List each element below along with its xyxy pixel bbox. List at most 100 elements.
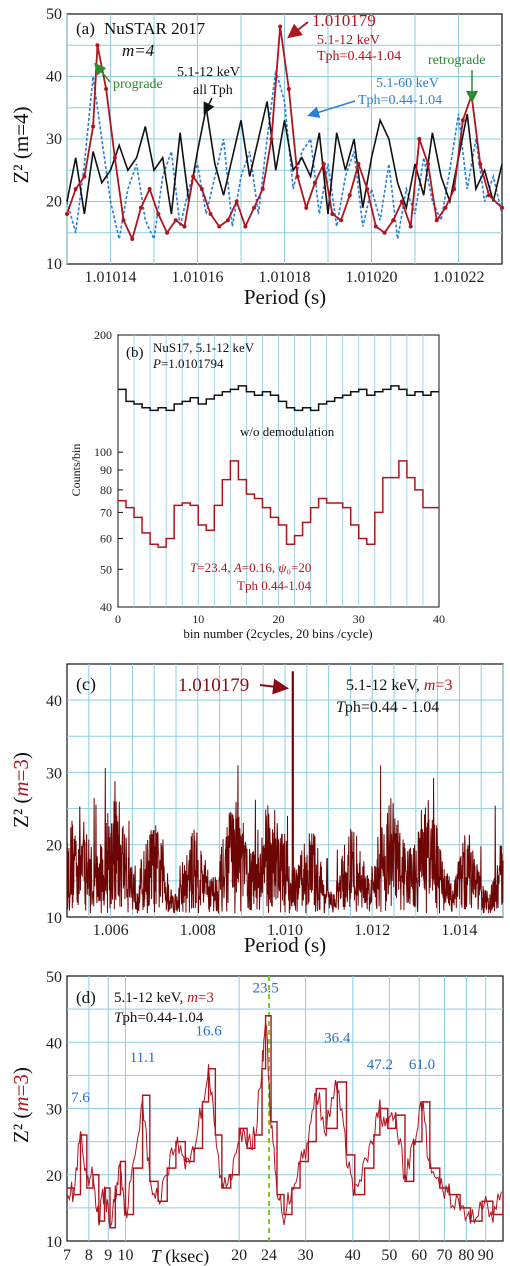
annotation-b-red-2: Tph 0.44-1.04 xyxy=(237,578,312,593)
panel-b-series xyxy=(118,385,439,548)
annotation-d-1: 5.1-12 keV, m=3 xyxy=(114,990,214,1006)
x-tick-label: 1.01014 xyxy=(85,269,137,286)
panel-c-label: (c) xyxy=(76,674,96,695)
panel-b-title: NuS17, 5.1-12 keV xyxy=(153,340,255,355)
x-tick-label: 8 xyxy=(85,1247,93,1264)
panel-d-xlabel: T (ksec) xyxy=(151,1246,210,1266)
y-tick-label: 30 xyxy=(46,131,62,148)
red-point xyxy=(252,205,257,210)
y-tick-label: 10 xyxy=(46,1234,62,1251)
red-point xyxy=(112,155,117,160)
annotation-retrograde: retrograde xyxy=(428,53,486,68)
y-tick-label: 30 xyxy=(46,765,62,782)
red-point xyxy=(365,187,370,191)
red-point xyxy=(312,180,317,185)
panel-a-label: (a) xyxy=(76,19,95,38)
z2-noise-series xyxy=(66,765,504,914)
panel-a-title: NuSTAR 2017 xyxy=(104,19,206,38)
x-tick-label: 50 xyxy=(381,1247,397,1264)
y-tick-label: 20 xyxy=(46,194,62,211)
y-tick-label: 40 xyxy=(46,69,62,86)
red-point xyxy=(321,162,326,166)
panel-d-label: (d) xyxy=(76,988,96,1007)
annotation-black-1: 5.1-12 keV xyxy=(177,65,240,80)
red-point xyxy=(95,43,100,48)
annotation-blue-2: Tph=0.44-1.04 xyxy=(358,93,442,108)
x-tick-label: 60 xyxy=(411,1247,427,1264)
panel-a-ylabel: Z² (m=4) xyxy=(9,106,33,183)
x-tick-label: 30 xyxy=(298,1247,314,1264)
panel-a-ticks: 1.01014 1.01016 1.01018 1.01020 1.01022 10 20 3… xyxy=(46,6,485,286)
arrow-blue-a xyxy=(307,100,356,119)
panel-c-ticks: 1.006 1.008 1.010 1.012 1.014 10 20 30 40 xyxy=(46,693,477,939)
y-tick-label: 60 xyxy=(100,531,112,545)
y-tick-label: 70 xyxy=(100,505,112,519)
x-tick-label: 40 xyxy=(433,612,445,626)
x-tick-label: 9 xyxy=(104,1247,112,1264)
red-point xyxy=(486,193,491,198)
red-point xyxy=(130,237,135,241)
z2-step-series xyxy=(67,1015,504,1229)
red-point xyxy=(286,87,291,91)
red-point xyxy=(356,162,361,166)
x-tick-label: 0 xyxy=(115,612,121,626)
red-point xyxy=(434,218,439,223)
x-tick-label: 1.012 xyxy=(354,922,390,939)
y-tick-label: 50 xyxy=(100,562,112,576)
panel-b-ylabel: Counts/bin xyxy=(69,444,83,497)
y-tick-label: 20 xyxy=(46,838,62,855)
x-tick-label: 1.01018 xyxy=(259,269,311,286)
step-series-red xyxy=(118,460,439,548)
annotation-red-2: Tph=0.44-1.04 xyxy=(317,49,401,64)
panel-d: 7 8 9 10 20 24 30 40 50 60 70 80 90 10 20 30 40 50 (d) 5.… xyxy=(9,969,504,1266)
x-tick-label: 1.006 xyxy=(93,922,129,939)
red-point xyxy=(330,212,335,216)
red-point xyxy=(217,224,222,229)
annotation-c-2: Tph=0.44 - 1.04 xyxy=(336,699,439,716)
y-tick-label: 20 xyxy=(46,1168,62,1185)
x-tick-label: 7 xyxy=(63,1247,71,1264)
panel-c: 1.006 1.008 1.010 1.012 1.014 10 20 30 40 (c) Z²… xyxy=(9,663,504,957)
x-tick-label: 24 xyxy=(261,1247,277,1264)
z2-fine-series xyxy=(66,1022,502,1230)
red-point xyxy=(208,212,213,216)
panel-c-ylabel: Z² (m=3) xyxy=(9,752,33,828)
x-tick-label: 1.01016 xyxy=(172,269,224,286)
panel-c-series xyxy=(66,671,504,914)
red-point xyxy=(243,224,248,229)
x-tick-label: 1.01020 xyxy=(346,269,398,286)
red-point xyxy=(82,174,87,179)
red-point xyxy=(234,199,239,204)
red-point xyxy=(225,218,230,223)
peak-label: 47.2 xyxy=(367,1057,393,1073)
red-point xyxy=(426,162,431,166)
x-tick-label: 20 xyxy=(273,612,285,626)
panel-a-subtitle: m=4 xyxy=(122,41,155,60)
red-point xyxy=(478,162,483,166)
red-point xyxy=(138,205,143,210)
annotation-peak-period-a: 1.010179 xyxy=(312,11,376,30)
step-series-black xyxy=(118,385,439,412)
series-black xyxy=(66,101,503,215)
x-tick-label: 20 xyxy=(231,1247,247,1264)
peak-label: 11.1 xyxy=(130,1050,156,1066)
y-tick-label: 80 xyxy=(100,483,112,497)
red-point xyxy=(269,137,274,141)
y-tick-label: 40 xyxy=(46,693,62,710)
red-point xyxy=(347,193,352,198)
red-point xyxy=(156,212,161,216)
annotation-black-2: all Tph xyxy=(193,83,233,98)
red-point xyxy=(391,218,396,223)
panel-a-xlabel: Period (s) xyxy=(244,285,326,309)
peak-label: 16.6 xyxy=(195,1024,222,1040)
peak-label: 7.6 xyxy=(71,1090,90,1106)
x-tick-label: 80 xyxy=(458,1247,474,1264)
red-point xyxy=(399,199,404,204)
red-point xyxy=(295,174,300,179)
red-point xyxy=(278,24,283,29)
panel-d-ticks: 7 8 9 10 20 24 30 40 50 60 70 80 90 10 20 30 40 50 xyxy=(46,969,494,1264)
red-point xyxy=(199,187,204,191)
red-point xyxy=(460,118,465,123)
y-tick-label: 40 xyxy=(46,1035,62,1052)
annotation-prograde: prograde xyxy=(113,77,163,92)
